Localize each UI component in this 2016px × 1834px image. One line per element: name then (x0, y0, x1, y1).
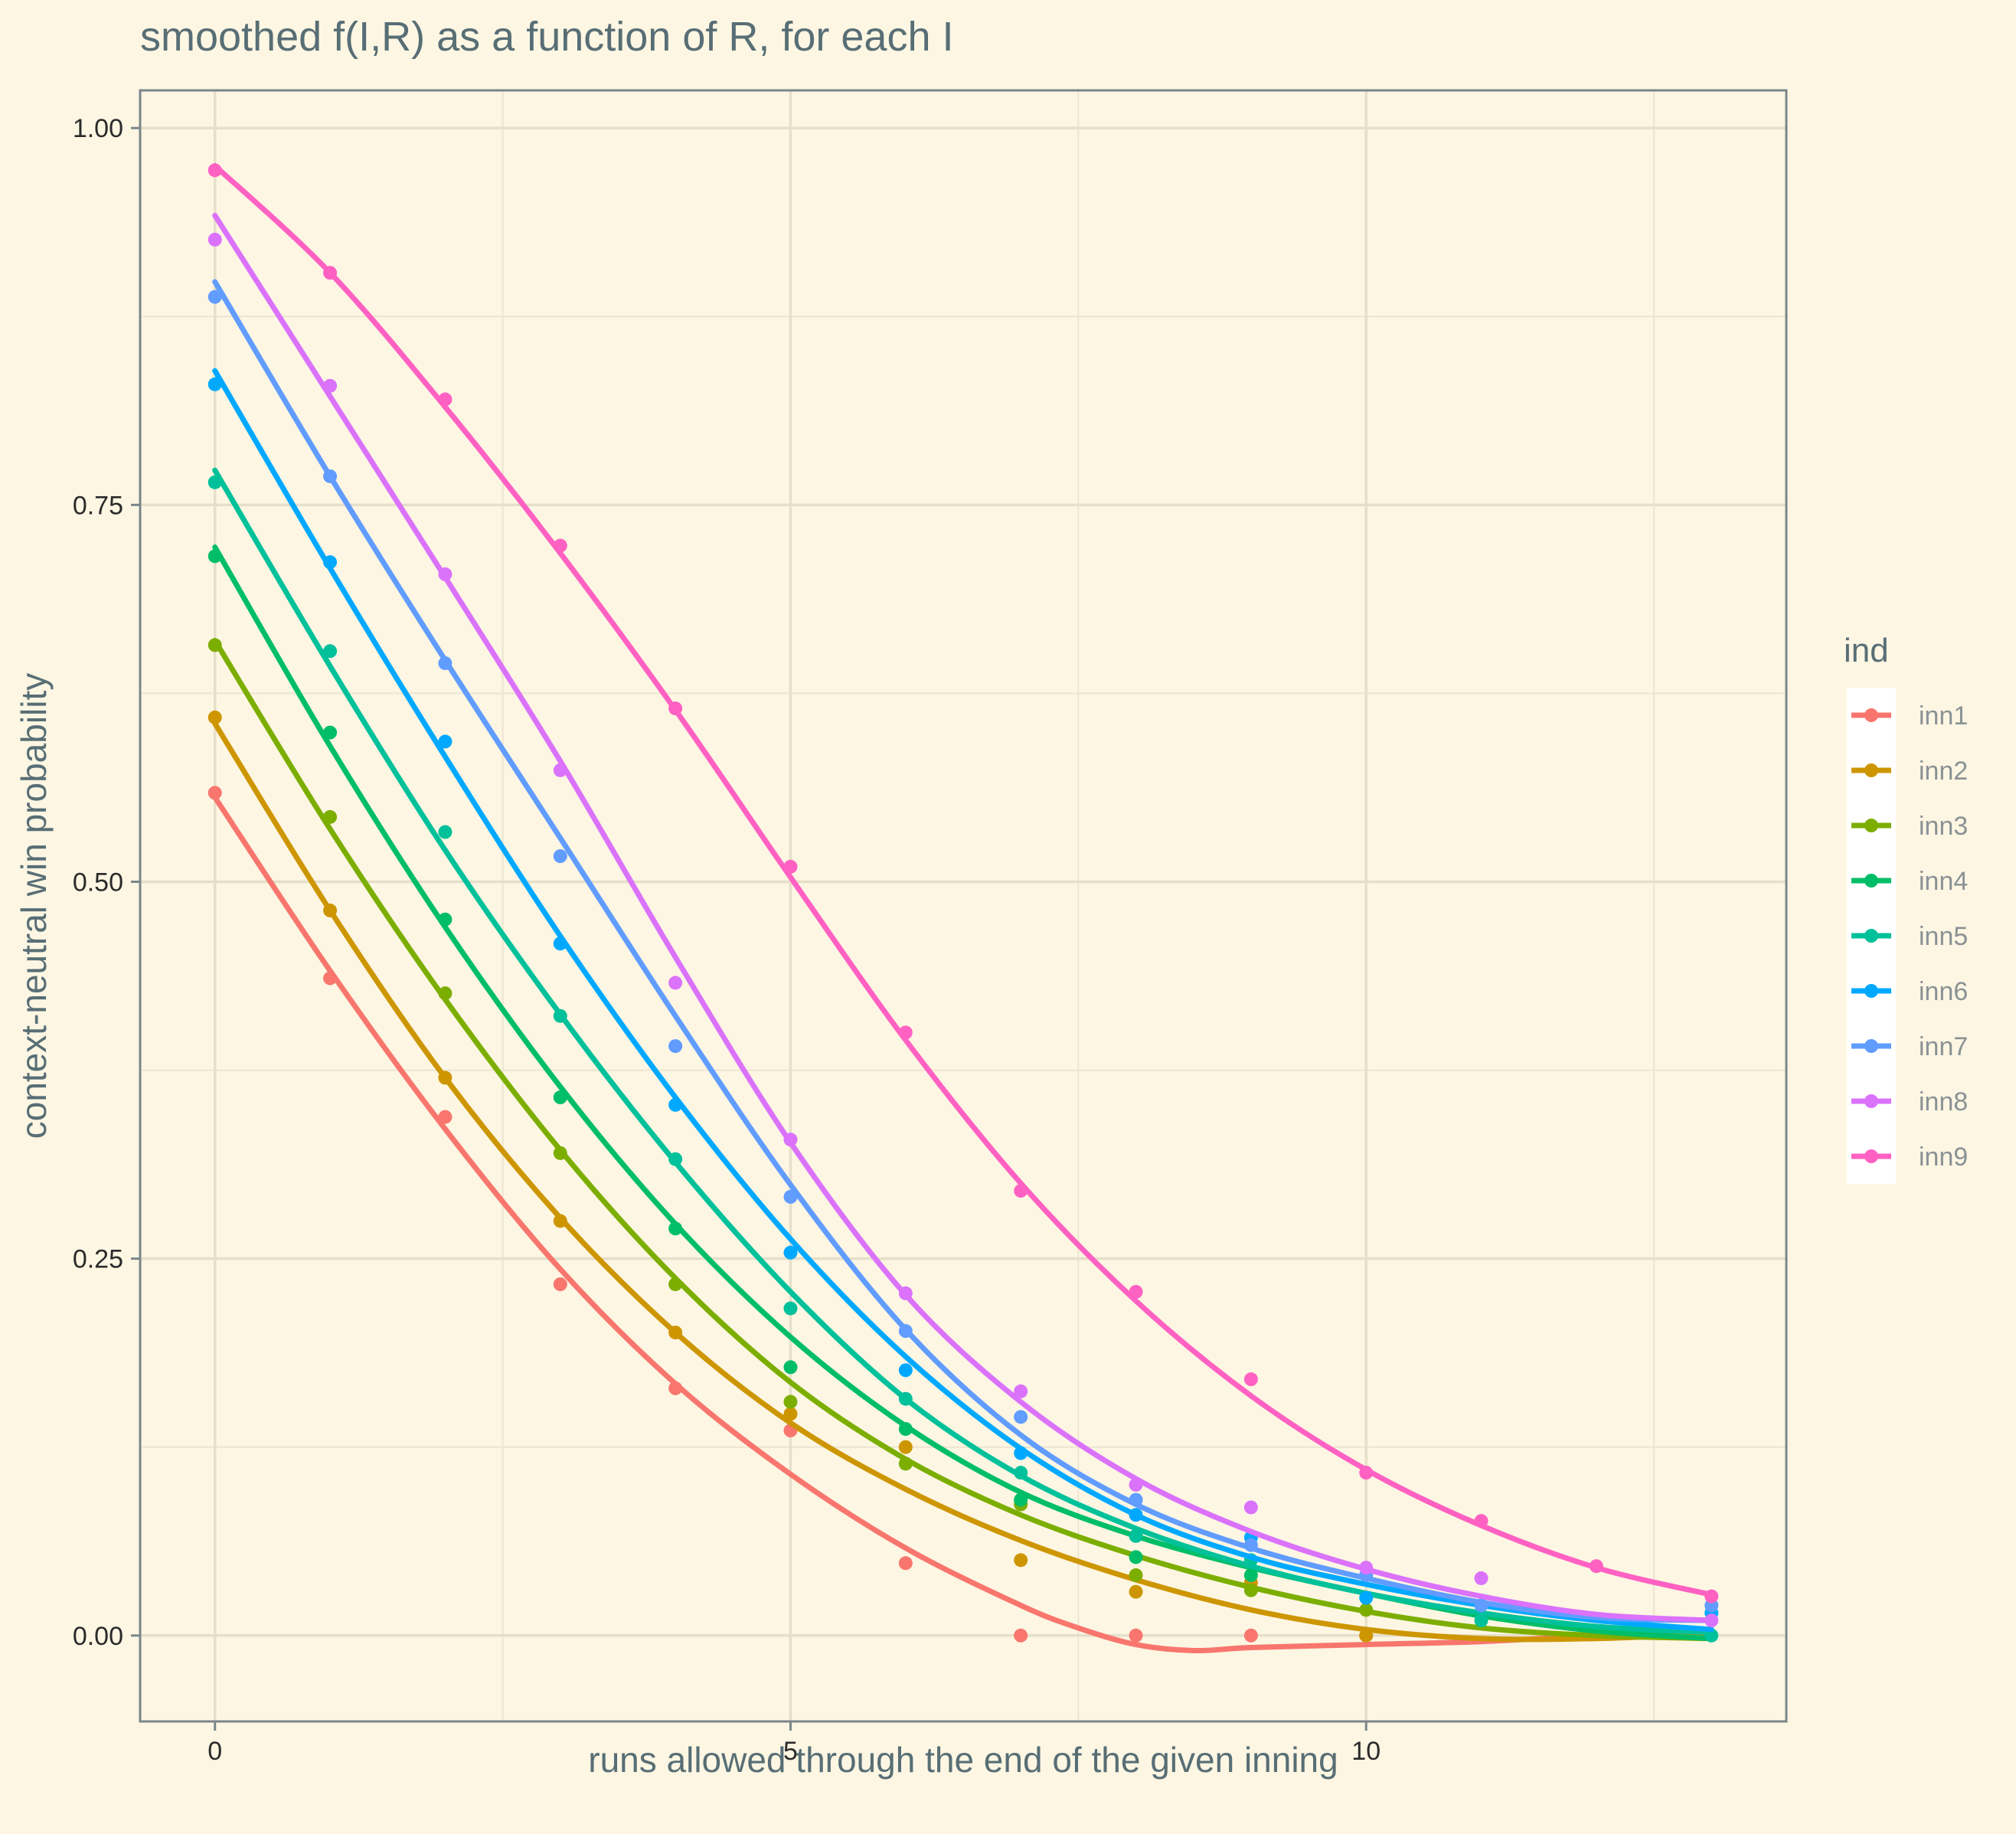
legend-key-point (1864, 708, 1878, 722)
legend-key-point (1864, 929, 1878, 943)
legend-item-inn7: inn7 (1847, 1018, 1968, 1074)
point-inn6 (438, 734, 453, 749)
point-inn8 (207, 232, 222, 247)
series-inn9 (207, 162, 1719, 1604)
chart-title: smoothed f(I,R) as a function of R, for … (140, 14, 954, 60)
legend-item-inn1: inn1 (1847, 688, 1968, 743)
point-inn4 (1129, 1550, 1143, 1564)
legend-key-point (1864, 1149, 1878, 1163)
legend-item-inn3: inn3 (1847, 798, 1968, 853)
x-axis-title: runs allowed through the end of the give… (588, 1740, 1338, 1780)
legend-label-inn9: inn9 (1919, 1143, 1968, 1172)
legend-label-inn1: inn1 (1919, 701, 1968, 731)
y-axis-title: context-neutral win probability (14, 673, 54, 1139)
legend-label-inn4: inn4 (1919, 867, 1968, 896)
point-inn6 (783, 1245, 798, 1260)
legend-item-inn2: inn2 (1847, 743, 1968, 798)
legend-items: inn1 inn2 inn3 inn4 inn5 inn6 inn7 inn8 inn9 (1847, 688, 1968, 1184)
point-inn7 (668, 1039, 683, 1054)
series-inn7 (207, 279, 1719, 1623)
point-inn4 (783, 1360, 798, 1375)
series-layer (207, 162, 1719, 1654)
legend-key-point (1864, 819, 1878, 832)
line-inn9 (212, 162, 1714, 1598)
point-inn3 (1129, 1568, 1143, 1583)
point-inn5 (438, 825, 453, 839)
point-inn5 (1474, 1613, 1488, 1628)
legend-item-inn8: inn8 (1847, 1074, 1968, 1129)
point-inn2 (207, 710, 222, 724)
x-tick-label: 10 (1351, 1737, 1380, 1766)
point-inn8 (1243, 1500, 1258, 1515)
point-inn6 (898, 1363, 913, 1378)
point-inn7 (553, 849, 567, 864)
line-inn6 (212, 368, 1714, 1633)
point-inn8 (1474, 1571, 1488, 1585)
line-inn7 (212, 279, 1714, 1623)
plot-panel (139, 89, 1788, 1723)
y-tick-label: 0.00 (73, 1622, 123, 1651)
point-inn8 (668, 976, 683, 990)
legend-label-inn8: inn8 (1919, 1087, 1968, 1116)
legend-label-inn5: inn5 (1919, 922, 1968, 951)
point-inn1 (1014, 1628, 1028, 1643)
point-inn2 (1129, 1584, 1143, 1599)
line-inn3 (212, 638, 1714, 1642)
point-inn6 (1359, 1590, 1374, 1605)
y-tick-label: 0.50 (73, 868, 123, 897)
legend-key-point (1864, 984, 1878, 998)
y-tick-label: 0.75 (73, 491, 123, 520)
y-tick-label: 1.00 (73, 114, 123, 143)
point-inn5 (323, 644, 338, 659)
legend-label-inn2: inn2 (1919, 757, 1968, 786)
legend-label-inn7: inn7 (1919, 1032, 1968, 1061)
line-inn5 (212, 467, 1714, 1636)
line-inn2 (212, 721, 1714, 1643)
series-inn3 (207, 638, 1714, 1642)
legend-label-inn3: inn3 (1919, 812, 1968, 841)
series-inn8 (207, 212, 1719, 1628)
point-inn1 (207, 786, 222, 800)
point-inn1 (553, 1277, 567, 1292)
legend-label-inn6: inn6 (1919, 977, 1968, 1006)
point-inn1 (1129, 1628, 1143, 1643)
legend-item-inn9: inn9 (1847, 1129, 1968, 1184)
x-tick-label: 0 (207, 1737, 222, 1766)
series-inn5 (207, 467, 1719, 1643)
point-inn7 (1014, 1410, 1028, 1424)
point-inn5 (783, 1301, 798, 1316)
point-inn9 (1243, 1372, 1258, 1387)
point-inn8 (1014, 1384, 1028, 1398)
minor-gridlines (140, 90, 1786, 1721)
y-axis: 0.00 0.25 0.50 0.75 1.00 (73, 114, 140, 1651)
legend-key-point (1864, 763, 1878, 777)
line-inn8 (212, 212, 1714, 1623)
legend-key-point (1864, 1094, 1878, 1108)
y-tick-label: 0.25 (73, 1245, 123, 1274)
panel-border (139, 89, 1788, 1723)
legend-title: ind (1844, 632, 1889, 669)
point-inn7 (207, 289, 222, 304)
point-inn1 (898, 1556, 913, 1571)
legend-item-inn6: inn6 (1847, 963, 1968, 1018)
point-inn2 (898, 1440, 913, 1454)
x-axis: 0 5 10 (207, 1721, 1380, 1766)
x-tick-label: 5 (783, 1737, 798, 1766)
point-inn1 (1243, 1628, 1258, 1643)
legend-item-inn5: inn5 (1847, 908, 1968, 963)
panel-background (140, 90, 1786, 1721)
point-inn4 (1243, 1568, 1258, 1583)
legend-key-point (1864, 1039, 1878, 1053)
point-inn2 (1014, 1553, 1028, 1568)
point-inn3 (783, 1394, 798, 1409)
line-inn1 (212, 794, 1714, 1654)
legend: ind inn1 inn2 inn3 inn4 inn5 inn6 inn7 inn8 inn9 (1844, 632, 1968, 1184)
legend-item-inn4: inn4 (1847, 853, 1968, 908)
legend-key-point (1864, 874, 1878, 888)
